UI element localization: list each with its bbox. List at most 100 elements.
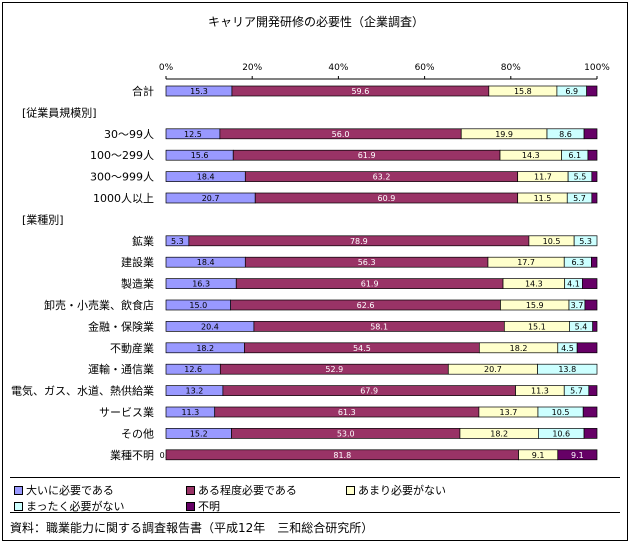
group-header-1: [従業員規模別] (22, 105, 97, 119)
x-tick-label-2: 40% (328, 63, 348, 73)
legend-swatch-very-necessary (14, 485, 23, 495)
data-label-15-3: 10.5 (552, 408, 570, 417)
category-label-9: 製造業 (121, 277, 154, 291)
data-label-2-0: 12.5 (184, 130, 202, 139)
data-label-7-3: 5.3 (579, 237, 592, 246)
data-label-5-1: 60.9 (378, 194, 396, 203)
data-label-0-3: 6.9 (565, 87, 578, 96)
legend-item-unknown: 不明 (186, 498, 220, 514)
data-label-14-1: 67.9 (360, 387, 378, 396)
data-label-16-3: 10.6 (552, 429, 570, 438)
data-label-5-2: 11.5 (534, 194, 552, 203)
category-label-4: 300～999人 (90, 171, 154, 184)
category-label-0: 合計 (132, 84, 154, 98)
data-label-0-1: 59.6 (351, 87, 369, 96)
bar-segment-8-4 (591, 256, 598, 268)
data-label-17-1: 81.8 (333, 451, 351, 460)
x-tick-label-0: 0% (159, 63, 174, 73)
data-label-7-1: 78.9 (350, 237, 368, 246)
legend-label-very-necessary: 大いに必要である (26, 484, 114, 497)
legend-swatch-unknown (186, 501, 195, 511)
bar-segment-7-3 (573, 235, 598, 247)
data-label-12-0: 18.2 (196, 344, 214, 353)
category-label-17: 業種不明 (110, 448, 154, 462)
category-label-7: 鉱業 (132, 234, 154, 248)
bar-segment-17-4 (557, 449, 598, 461)
data-label-2-3: 8.6 (559, 130, 572, 139)
x-tick-label-3: 60% (415, 63, 435, 73)
data-label-4-1: 63.2 (373, 173, 391, 182)
data-label-11-3: 5.4 (575, 322, 588, 331)
category-label-3: 100～299人 (90, 149, 154, 162)
data-label-4-0: 18.4 (197, 173, 215, 182)
chart-legend: 大いに必要である ある程度必要である あまり必要がない まったく必要がない 不明 (10, 477, 620, 513)
bar-segment-3-4 (587, 149, 598, 161)
data-label-13-3: 13.8 (558, 365, 576, 374)
legend-item-not-necessary: まったく必要がない (14, 498, 125, 514)
data-label-12-3: 4.5 (561, 344, 574, 353)
data-label-2-2: 19.9 (495, 130, 513, 139)
category-label-11: 金融・保険業 (88, 319, 154, 333)
data-label-11-1: 58.1 (370, 322, 388, 331)
data-label-8-1: 56.3 (358, 258, 376, 267)
data-label-5-3: 5.7 (573, 194, 586, 203)
data-label-16-1: 53.0 (337, 429, 355, 438)
category-label-5: 1000人以上 (93, 192, 154, 205)
data-label-10-1: 62.6 (357, 301, 375, 310)
bar-segment-12-4 (576, 342, 598, 354)
bar-segment-5-4 (591, 192, 598, 204)
legend-swatch-not-necessary (14, 501, 23, 511)
category-label-13: 運輸・通信業 (88, 362, 154, 376)
data-label-9-2: 14.3 (525, 280, 543, 289)
category-label-16: その他 (121, 427, 154, 440)
data-label-4-3: 5.5 (574, 173, 587, 182)
data-label-11-2: 15.1 (528, 322, 546, 331)
data-label-10-2: 15.9 (526, 301, 544, 310)
data-label-15-0: 11.3 (181, 408, 199, 417)
bar-segment-2-4 (583, 128, 598, 140)
data-label-12-2: 18.2 (510, 344, 528, 353)
data-label-8-2: 17.7 (517, 258, 535, 267)
data-label-16-0: 15.2 (190, 429, 208, 438)
data-label-3-1: 61.9 (358, 151, 376, 160)
data-label-12-1: 54.5 (353, 344, 371, 353)
bar-segment-4-4 (591, 171, 598, 182)
category-label-15: サービス業 (99, 406, 154, 419)
legend-item-very-necessary: 大いに必要である (14, 482, 114, 498)
bar-segment-9-4 (581, 278, 598, 289)
data-label-3-0: 15.6 (191, 151, 209, 160)
legend-label-somewhat-necessary: ある程度必要である (198, 484, 297, 497)
data-label-14-2: 11.3 (531, 387, 549, 396)
data-label-7-0: 5.3 (171, 237, 184, 246)
data-label-10-0: 15.0 (189, 301, 207, 310)
group-header-6: [業種別] (22, 212, 64, 226)
category-label-8: 建設業 (121, 255, 154, 269)
bar-segment-10-4 (584, 299, 598, 311)
legend-label-not-necessary: まったく必要がない (26, 500, 125, 513)
bar-segment-13-3 (537, 363, 598, 375)
bar-segment-16-4 (583, 428, 598, 439)
legend-item-not-very-necessary: あまり必要がない (346, 482, 446, 498)
data-label-9-0: 16.3 (192, 280, 210, 289)
data-label-3-3: 6.1 (568, 151, 581, 160)
legend-swatch-not-very-necessary (346, 485, 355, 495)
data-label-15-2: 13.7 (500, 408, 518, 417)
chart-title: キャリア開発研修の必要性（企業調査） (208, 14, 424, 29)
data-label-5-0: 20.7 (202, 194, 220, 203)
category-label-10: 卸売・小売業、飲食店 (44, 298, 154, 312)
category-label-14: 電気、ガス、水道、熱供給業 (11, 384, 154, 398)
legend-swatch-somewhat-necessary (186, 485, 195, 495)
legend-label-unknown: 不明 (198, 500, 220, 513)
data-label-2-1: 56.0 (332, 130, 350, 139)
category-label-12: 不動産業 (110, 341, 154, 355)
data-label-13-1: 52.9 (325, 365, 343, 374)
data-label-9-3: 4.1 (567, 280, 580, 289)
data-label-16-2: 18.2 (490, 429, 508, 438)
data-label-0-0: 15.3 (190, 87, 208, 96)
x-tick-label-4: 80% (501, 63, 521, 73)
data-label-17-2: 9.1 (532, 451, 545, 460)
bar-segment-11-4 (592, 321, 598, 332)
data-label-14-0: 13.2 (186, 387, 204, 396)
data-label-13-0: 12.6 (184, 365, 202, 374)
